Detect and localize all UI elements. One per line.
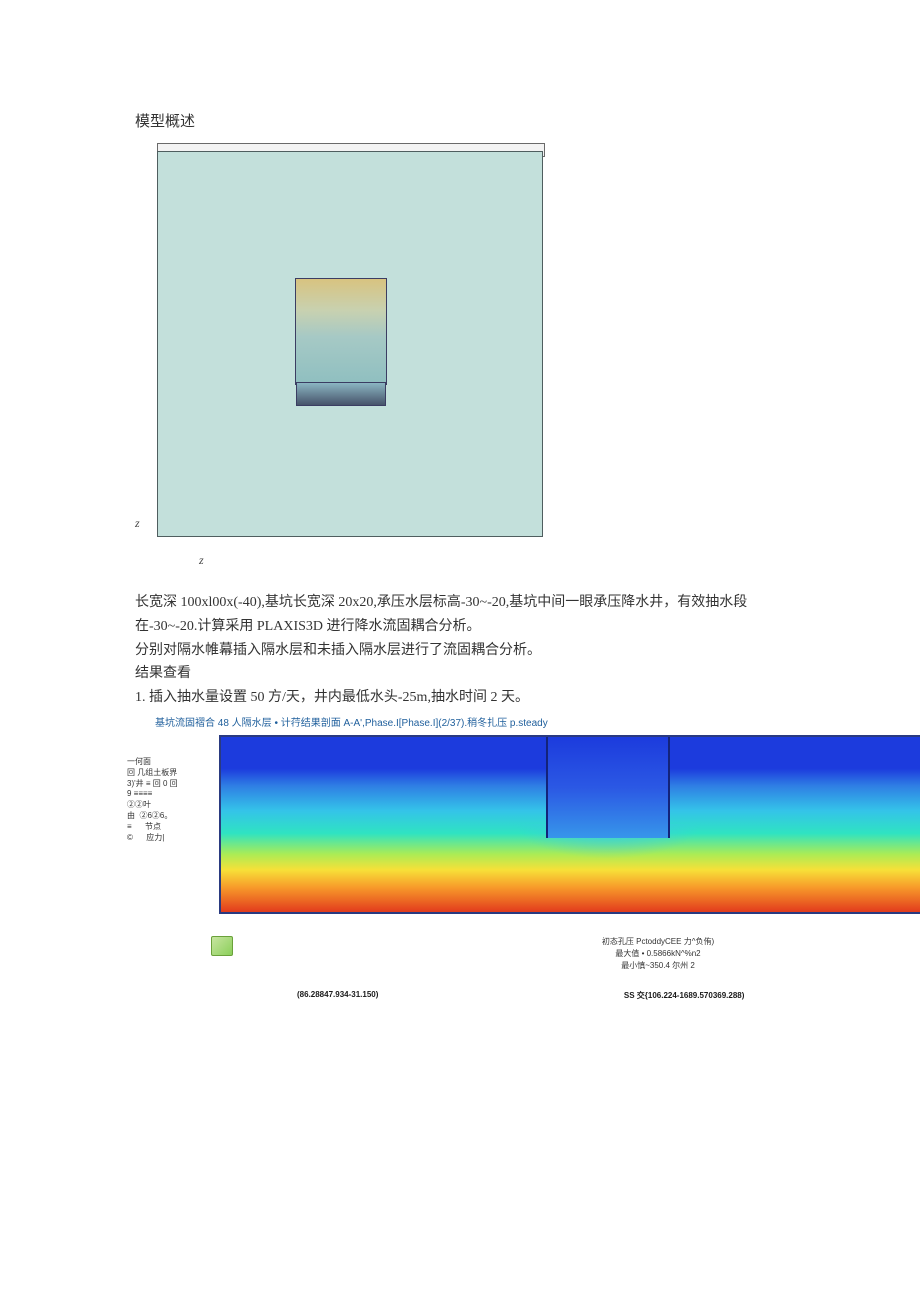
status-coords-2: SS 交{106.224-1689.570369.288) [624,990,745,1001]
paragraph-results-header: 结果查看 [135,662,785,686]
model-excavation-pit [295,278,387,385]
sidebar-line: 由 ②6②6。 [127,811,219,822]
plaxis-title: 基坑流固褶合 48 人隔水层 • 计荇结果剖面 A-A',Phase.I[Pha… [155,714,548,729]
footer-line-2: 最大值 • 0.5866kN^%n2 [381,948,920,960]
plaxis-sidebar: 一何面 回 几组土板界 3)'井 ≡ 回 0 回 9 ≡≡≡≡ ②②叶 由 ②6… [127,735,219,843]
model-3d-figure: z z [135,143,545,573]
sidebar-line: 9 ≡≡≡≡ [127,789,219,800]
sidebar-line: 3)'井 ≡ 回 0 回 [127,779,219,790]
plaxis-window: 基坑流固褶合 48 人隔水层 • 计荇结果剖面 A-A',Phase.I[Pha… [127,714,920,1001]
sidebar-line: ≡ 节点 [127,822,219,833]
thumbnail-icon [211,936,233,956]
section-title: 模型概述 [135,110,785,131]
axis-label-z-bottom: z [199,553,204,568]
paragraph-dimensions: 长宽深 100xl00x(-40),基坑长宽深 20x20,承压水层标高-30~… [135,591,785,639]
result-contour-plot: Z X [219,735,920,914]
paragraph-case1: 1. 插入抽水量设置 50 方/天，井内最低水头-25m,抽水时间 2 天。 [135,686,785,710]
sidebar-line: 一何面 [127,757,219,768]
sidebar-line: 回 几组土板界 [127,768,219,779]
paragraph-analysis: 分别对隔水帷幕插入隔水层和未插入隔水层进行了流固耦合分析。 [135,639,785,663]
sidebar-line: ②②叶 [127,800,219,811]
axis-label-z-top: z [135,516,140,531]
footer-line-3: 最小慎~350.4 尔州 2 [381,960,920,972]
sidebar-line: © 应力| [127,833,219,844]
plaxis-statusbar: (86.28847.934-31.150) SS 交{106.224-1689.… [127,972,920,1001]
footer-line-1: 初态孔压 PctoddyCEE 力^负侑) [381,936,920,948]
status-coords-1: (86.28847.934-31.150) [297,990,378,1001]
